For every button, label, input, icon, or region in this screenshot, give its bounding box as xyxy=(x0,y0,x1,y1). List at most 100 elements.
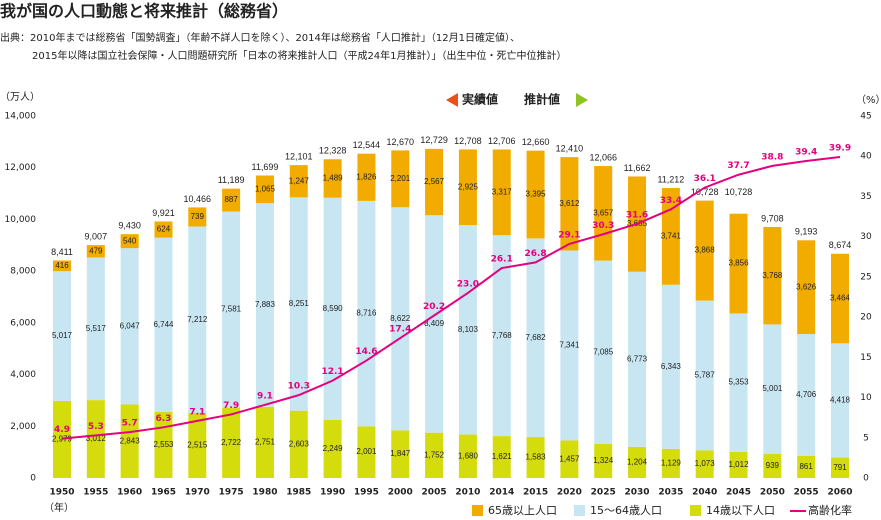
rate-label: 33.4 xyxy=(660,196,682,206)
rate-label: 12.1 xyxy=(321,367,343,377)
y-tick-label: 14,000 xyxy=(5,112,37,122)
y-tick-label: 0 xyxy=(30,474,36,484)
value-label: 7,682 xyxy=(526,333,547,342)
x-tick-label: 2045 xyxy=(726,488,751,498)
rate-label: 23.0 xyxy=(457,279,479,289)
bar-segment xyxy=(222,188,241,212)
bar-segment xyxy=(763,324,782,454)
value-label: 2,722 xyxy=(221,438,242,447)
value-label: 3,395 xyxy=(526,190,547,199)
total-label: 9,708 xyxy=(761,213,784,223)
rate-label: 29.1 xyxy=(558,230,580,240)
bar-segment xyxy=(526,150,545,239)
value-label: 7,212 xyxy=(187,315,208,324)
y-tick-label: 6,000 xyxy=(10,318,36,328)
value-label: 479 xyxy=(89,246,103,255)
value-label: 1,826 xyxy=(356,172,377,181)
legend-label: 65歳以上人口 xyxy=(488,504,557,517)
total-label: 9,193 xyxy=(795,227,818,237)
rate-label: 37.7 xyxy=(727,161,749,171)
total-label: 12,670 xyxy=(386,137,414,147)
x-tick-label: 2030 xyxy=(625,488,650,498)
annotation: 実績値 xyxy=(462,92,498,107)
value-label: 8,409 xyxy=(424,319,445,328)
arrow-left xyxy=(446,93,458,107)
y2-tick-label: 5 xyxy=(863,433,869,443)
value-label: 2,001 xyxy=(356,447,377,456)
bar-segment xyxy=(560,250,579,441)
rate-label: 39.9 xyxy=(829,144,851,154)
bar-segment xyxy=(323,197,342,420)
value-label: 6,047 xyxy=(120,321,141,330)
value-label: 4,418 xyxy=(830,396,851,405)
total-label: 11,699 xyxy=(252,162,279,172)
bar-segment xyxy=(661,284,680,449)
bar-segment xyxy=(458,149,477,226)
value-label: 7,085 xyxy=(593,347,614,356)
value-label: 939 xyxy=(766,461,780,470)
legend-label: 高齢化率 xyxy=(808,503,852,517)
y2-axis-label: （%） xyxy=(856,94,881,106)
value-label: 1,204 xyxy=(627,458,648,467)
rate-label: 20.2 xyxy=(423,302,445,312)
source: 2015年以降は国立社会保障・人口問題研究所「日本の将来推計人口（平成24年1月… xyxy=(32,49,567,62)
y2-tick-label: 0 xyxy=(863,474,869,484)
y-tick-label: 8,000 xyxy=(10,267,36,277)
value-label: 2,603 xyxy=(289,439,310,448)
rate-label: 10.3 xyxy=(288,382,310,392)
value-label: 3,317 xyxy=(492,187,513,196)
rate-label: 30.3 xyxy=(592,221,614,231)
total-label: 12,729 xyxy=(420,135,448,145)
total-label: 12,328 xyxy=(319,146,347,156)
rate-label: 9.1 xyxy=(257,391,273,401)
total-label: 9,430 xyxy=(118,221,141,231)
bar-segment xyxy=(255,203,274,407)
value-label: 2,515 xyxy=(187,441,208,450)
total-label: 12,410 xyxy=(556,143,584,153)
x-tick-label: 2000 xyxy=(388,488,413,498)
y2-tick-label: 20 xyxy=(860,313,872,323)
rate-label: 5.3 xyxy=(88,422,104,432)
value-label: 8,622 xyxy=(390,314,411,323)
x-tick-label: 2035 xyxy=(658,488,683,498)
x-tick-label: 1975 xyxy=(219,488,244,498)
legend-swatch xyxy=(472,505,483,516)
bar-segment xyxy=(188,207,207,227)
value-label: 3,612 xyxy=(559,199,580,208)
value-label: 3,868 xyxy=(695,246,716,255)
x-tick-label: 1965 xyxy=(151,488,176,498)
bar-segment xyxy=(628,446,647,478)
bar-segment xyxy=(120,248,139,405)
value-label: 887 xyxy=(224,195,238,204)
value-label: 1,680 xyxy=(458,451,479,460)
total-label: 12,706 xyxy=(488,136,516,146)
value-label: 3,741 xyxy=(661,232,682,241)
total-label: 12,660 xyxy=(522,137,550,147)
x-tick-label: 2005 xyxy=(422,488,447,498)
value-label: 1,129 xyxy=(661,459,682,468)
rate-label: 5.7 xyxy=(122,419,138,429)
value-label: 1,752 xyxy=(424,450,445,459)
line xyxy=(61,156,841,440)
bar-segment xyxy=(255,175,274,204)
chart-title: 我が国の人口動態と将来推計（総務省） xyxy=(0,2,288,21)
value-label: 8,251 xyxy=(289,299,310,308)
bar-segment xyxy=(695,200,714,301)
bar-segment xyxy=(120,234,139,249)
value-label: 2,925 xyxy=(458,182,479,191)
rate-label: 17.4 xyxy=(389,325,411,335)
y2-tick-label: 30 xyxy=(860,232,872,242)
y-tick-label: 10,000 xyxy=(5,215,37,225)
bar-segment xyxy=(458,225,477,435)
x-tick-label: 1950 xyxy=(49,488,74,498)
bar-segment xyxy=(797,334,816,456)
rate-label: 4.9 xyxy=(54,425,70,435)
x-tick-label: 1955 xyxy=(83,488,108,498)
value-label: 3,657 xyxy=(593,208,614,217)
bar-segment xyxy=(86,245,105,258)
rate-label: 26.1 xyxy=(491,255,513,265)
value-label: 861 xyxy=(799,462,813,471)
value-label: 5,353 xyxy=(729,378,750,387)
rate-label: 14.6 xyxy=(355,347,377,357)
y-tick-label: 4,000 xyxy=(10,370,36,380)
